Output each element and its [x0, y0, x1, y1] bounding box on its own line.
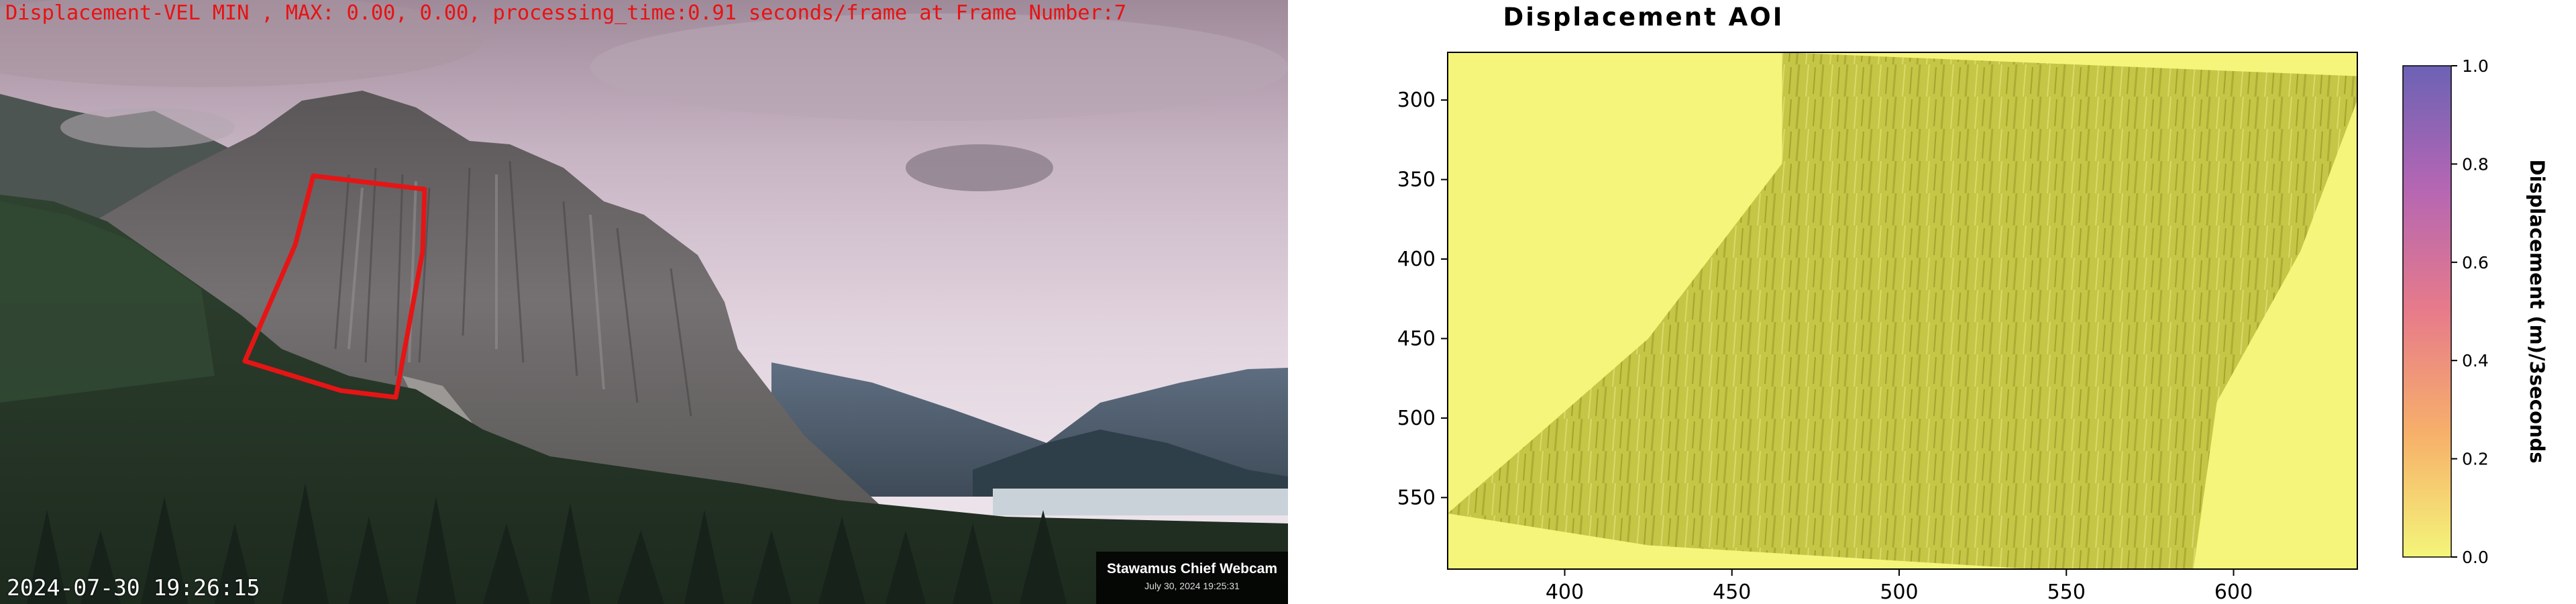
colorbar-tick-label: 0.0 — [2462, 548, 2489, 567]
x-axis: 400 450 500 550 600 — [1546, 569, 2253, 604]
webcam-badge: Stawamus Chief Webcam July 30, 2024 19:2… — [1096, 552, 1288, 604]
colorbar-label: Displacement (m)/3seconds — [2526, 159, 2548, 463]
colorbar-tick-label: 0.8 — [2462, 154, 2489, 174]
mountain-landscape-icon — [0, 0, 1288, 604]
axes-frame — [1447, 52, 2358, 570]
aoi-outline — [242, 173, 427, 400]
webcam-badge-name: Stawamus Chief Webcam — [1106, 561, 1278, 576]
x-tick-label: 400 — [1546, 581, 1584, 604]
y-tick-label: 400 — [1397, 248, 1436, 271]
y-tick-label: 500 — [1397, 407, 1436, 430]
webcam-frame: Displacement-VEL MIN , MAX: 0.00, 0.00, … — [0, 0, 1288, 604]
plot-title: Displacement AOI — [1503, 3, 1784, 32]
y-tick-label: 450 — [1397, 327, 1436, 350]
y-tick-label: 350 — [1397, 168, 1436, 192]
colorbar-tick-label: 1.0 — [2462, 56, 2489, 76]
displacement-plot: Displacement AOI 300 350 400 450 500 550 4 — [1288, 0, 2576, 604]
aoi-displacement-region — [1448, 52, 2357, 569]
y-tick-label: 300 — [1397, 89, 1436, 112]
colorbar-tick-label: 0.4 — [2462, 351, 2489, 370]
x-tick-label: 500 — [1880, 581, 1918, 604]
x-tick-label: 450 — [1713, 581, 1751, 604]
y-axis: 300 350 400 450 500 550 — [1397, 89, 1448, 509]
frame-timestamp: 2024-07-30 19:26:15 — [7, 574, 260, 601]
processing-overlay-text: Displacement-VEL MIN , MAX: 0.00, 0.00, … — [5, 1, 1126, 25]
y-tick-label: 550 — [1397, 486, 1436, 509]
colorbar-tick-label: 0.6 — [2462, 253, 2489, 272]
colorbar-tick-label: 0.2 — [2462, 450, 2489, 469]
colorbar-axis: 0.0 0.2 0.4 0.6 0.8 1.0 — [2451, 56, 2489, 567]
colorbar — [2402, 65, 2452, 558]
x-tick-label: 550 — [2047, 581, 2086, 604]
webcam-badge-date: July 30, 2024 19:25:31 — [1144, 581, 1240, 591]
x-tick-label: 600 — [2214, 581, 2253, 604]
